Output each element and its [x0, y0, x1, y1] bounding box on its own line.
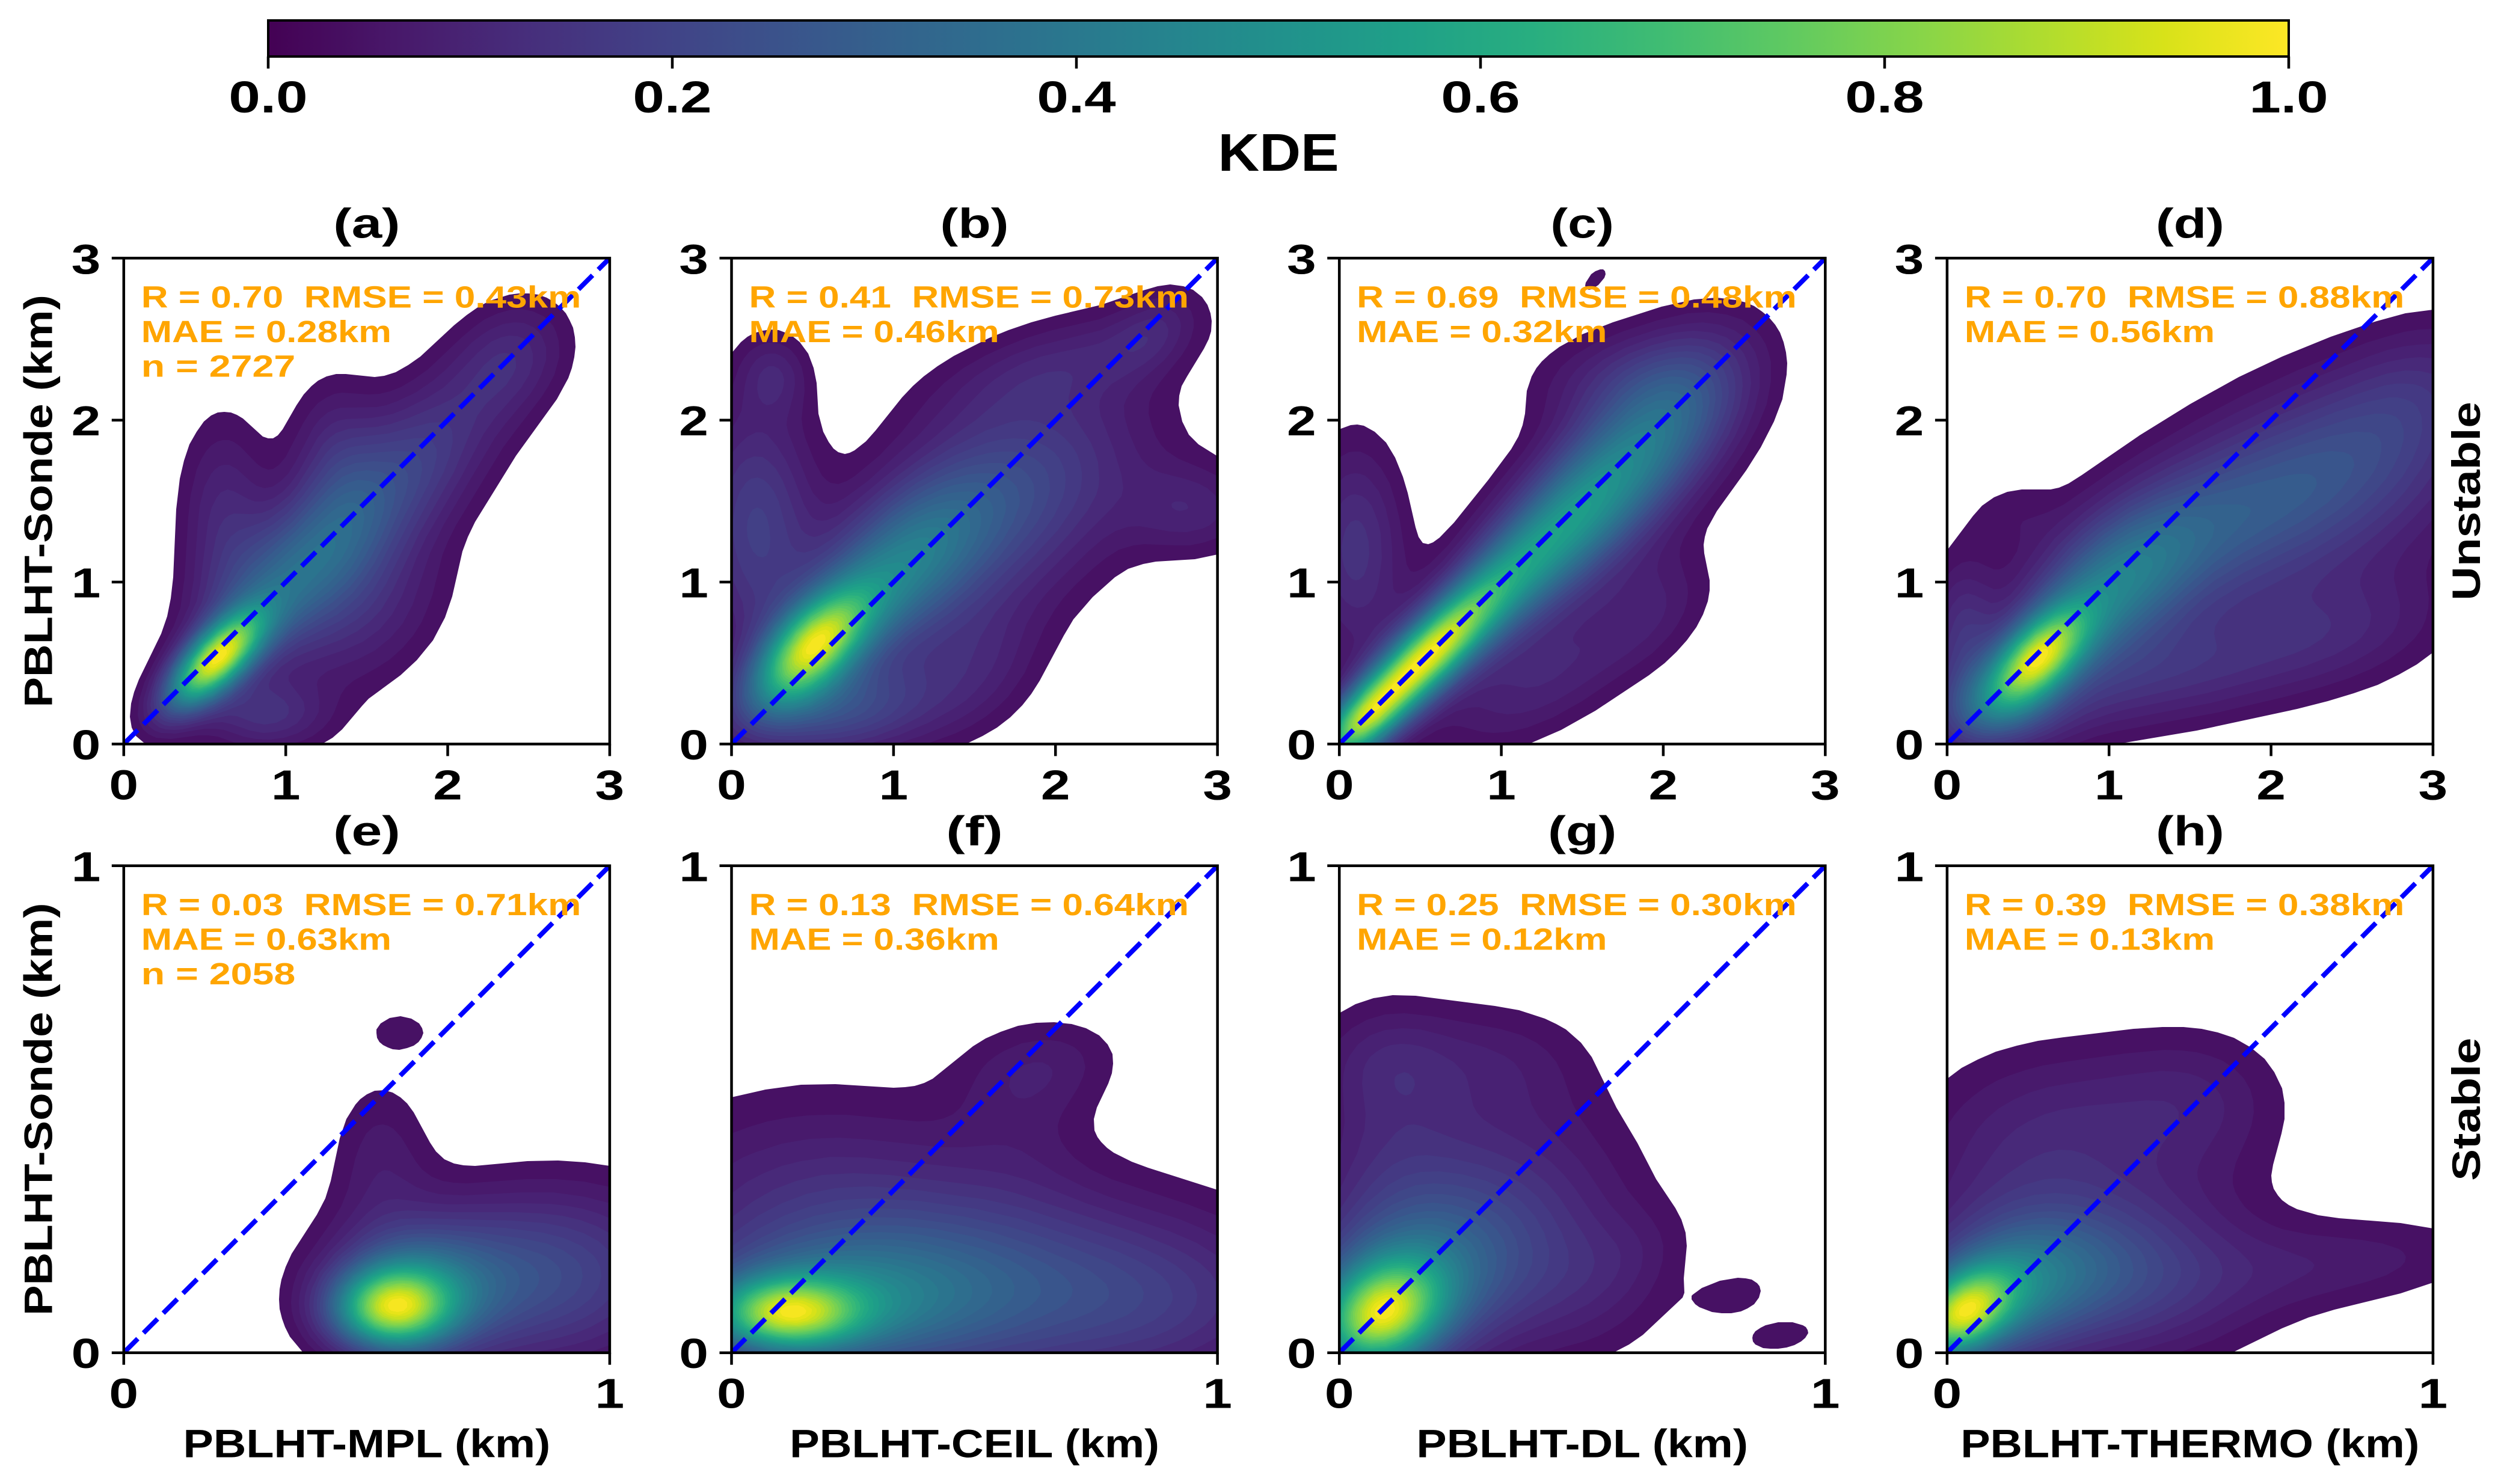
svg-text:3: 3	[2419, 761, 2448, 808]
svg-text:R = 0.13 RMSE = 0.64km: R = 0.13 RMSE = 0.64km	[749, 888, 1189, 922]
svg-text:1: 1	[1203, 1370, 1232, 1417]
svg-text:0: 0	[72, 1330, 101, 1377]
svg-text:1: 1	[1287, 560, 1316, 607]
svg-text:PBLHT-Sonde (km): PBLHT-Sonde (km)	[16, 295, 61, 708]
svg-text:0: 0	[1933, 761, 1962, 808]
svg-text:3: 3	[595, 761, 625, 808]
svg-text:0: 0	[1895, 722, 1924, 768]
svg-text:R = 0.03 RMSE = 0.71km: R = 0.03 RMSE = 0.71km	[141, 888, 581, 922]
svg-text:1.0: 1.0	[2249, 72, 2328, 122]
svg-text:0.0: 0.0	[229, 72, 307, 122]
svg-text:0: 0	[679, 722, 708, 768]
svg-text:(h): (h)	[2156, 808, 2224, 854]
svg-text:n = 2727: n = 2727	[141, 349, 296, 383]
svg-text:2: 2	[2256, 761, 2286, 808]
svg-text:MAE = 0.46km: MAE = 0.46km	[749, 314, 999, 349]
svg-text:1: 1	[679, 843, 708, 890]
svg-text:(c): (c)	[1550, 200, 1614, 247]
svg-text:2: 2	[72, 397, 101, 444]
svg-text:0: 0	[1325, 1370, 1354, 1417]
svg-text:0: 0	[109, 1370, 138, 1417]
svg-text:MAE = 0.12km: MAE = 0.12km	[1357, 922, 1607, 956]
svg-text:Stable: Stable	[2444, 1038, 2488, 1181]
svg-text:3: 3	[1287, 236, 1316, 283]
svg-text:(g): (g)	[1548, 808, 1616, 854]
svg-text:1: 1	[679, 560, 708, 607]
svg-text:2: 2	[433, 761, 462, 808]
svg-text:1: 1	[1895, 843, 1924, 890]
svg-text:1: 1	[595, 1370, 625, 1417]
svg-text:KDE: KDE	[1218, 123, 1339, 182]
svg-text:1: 1	[72, 843, 101, 890]
svg-text:PBLHT-MPL (km): PBLHT-MPL (km)	[183, 1421, 551, 1466]
svg-text:MAE = 0.56km: MAE = 0.56km	[1965, 314, 2215, 349]
svg-text:PBLHT-CEIL (km): PBLHT-CEIL (km)	[790, 1421, 1159, 1466]
svg-text:0.2: 0.2	[633, 72, 711, 122]
svg-text:MAE = 0.63km: MAE = 0.63km	[141, 922, 391, 956]
svg-text:1: 1	[2419, 1370, 2448, 1417]
svg-text:1: 1	[271, 761, 301, 808]
svg-text:0.4: 0.4	[1037, 72, 1115, 122]
svg-text:1: 1	[879, 761, 909, 808]
svg-text:MAE = 0.13km: MAE = 0.13km	[1965, 922, 2215, 956]
svg-text:2: 2	[1649, 761, 1678, 808]
svg-text:0: 0	[1287, 1330, 1316, 1377]
svg-text:3: 3	[1811, 761, 1840, 808]
svg-text:R = 0.69 RMSE = 0.48km: R = 0.69 RMSE = 0.48km	[1357, 280, 1797, 314]
svg-text:3: 3	[1895, 236, 1924, 283]
svg-text:1: 1	[2094, 761, 2124, 808]
svg-text:Unstable: Unstable	[2444, 402, 2488, 601]
svg-text:3: 3	[1203, 761, 1232, 808]
svg-text:(b): (b)	[940, 200, 1008, 247]
svg-text:0: 0	[72, 722, 101, 768]
svg-text:R = 0.41 RMSE = 0.73km: R = 0.41 RMSE = 0.73km	[749, 280, 1189, 314]
svg-text:0: 0	[1933, 1370, 1962, 1417]
svg-text:0: 0	[717, 1370, 746, 1417]
svg-text:3: 3	[679, 236, 708, 283]
svg-text:n = 2058: n = 2058	[141, 957, 296, 991]
svg-text:1: 1	[72, 560, 101, 607]
svg-text:(d): (d)	[2156, 200, 2224, 247]
svg-text:0.6: 0.6	[1441, 72, 1520, 122]
svg-text:(a): (a)	[333, 200, 400, 247]
svg-text:PBLHT-DL (km): PBLHT-DL (km)	[1416, 1421, 1748, 1466]
svg-text:PBLHT-THERMO (km): PBLHT-THERMO (km)	[1960, 1421, 2419, 1466]
svg-text:0.8: 0.8	[1845, 72, 1924, 122]
svg-text:1: 1	[1487, 761, 1516, 808]
svg-text:2: 2	[679, 397, 708, 444]
svg-text:(f): (f)	[946, 808, 1003, 854]
svg-text:PBLHT-Sonde (km): PBLHT-Sonde (km)	[16, 903, 61, 1316]
svg-text:2: 2	[1041, 761, 1070, 808]
svg-text:R = 0.25 RMSE = 0.30km: R = 0.25 RMSE = 0.30km	[1357, 888, 1797, 922]
svg-text:MAE = 0.28km: MAE = 0.28km	[141, 314, 391, 349]
svg-text:MAE = 0.32km: MAE = 0.32km	[1357, 314, 1607, 349]
svg-text:0: 0	[679, 1330, 708, 1377]
svg-text:R = 0.39 RMSE = 0.38km: R = 0.39 RMSE = 0.38km	[1965, 888, 2405, 922]
svg-text:(e): (e)	[333, 808, 400, 854]
svg-text:1: 1	[1811, 1370, 1840, 1417]
svg-text:MAE = 0.36km: MAE = 0.36km	[749, 922, 999, 956]
svg-text:0: 0	[717, 761, 746, 808]
svg-text:0: 0	[1895, 1330, 1924, 1377]
svg-text:3: 3	[72, 236, 101, 283]
svg-text:2: 2	[1895, 397, 1924, 444]
svg-text:2: 2	[1287, 397, 1316, 444]
svg-text:R = 0.70 RMSE = 0.43km: R = 0.70 RMSE = 0.43km	[141, 280, 581, 314]
svg-text:0: 0	[1325, 761, 1354, 808]
svg-text:R = 0.70 RMSE = 0.88km: R = 0.70 RMSE = 0.88km	[1965, 280, 2405, 314]
svg-text:1: 1	[1895, 560, 1924, 607]
svg-text:0: 0	[109, 761, 138, 808]
svg-text:1: 1	[1287, 843, 1316, 890]
svg-text:0: 0	[1287, 722, 1316, 768]
